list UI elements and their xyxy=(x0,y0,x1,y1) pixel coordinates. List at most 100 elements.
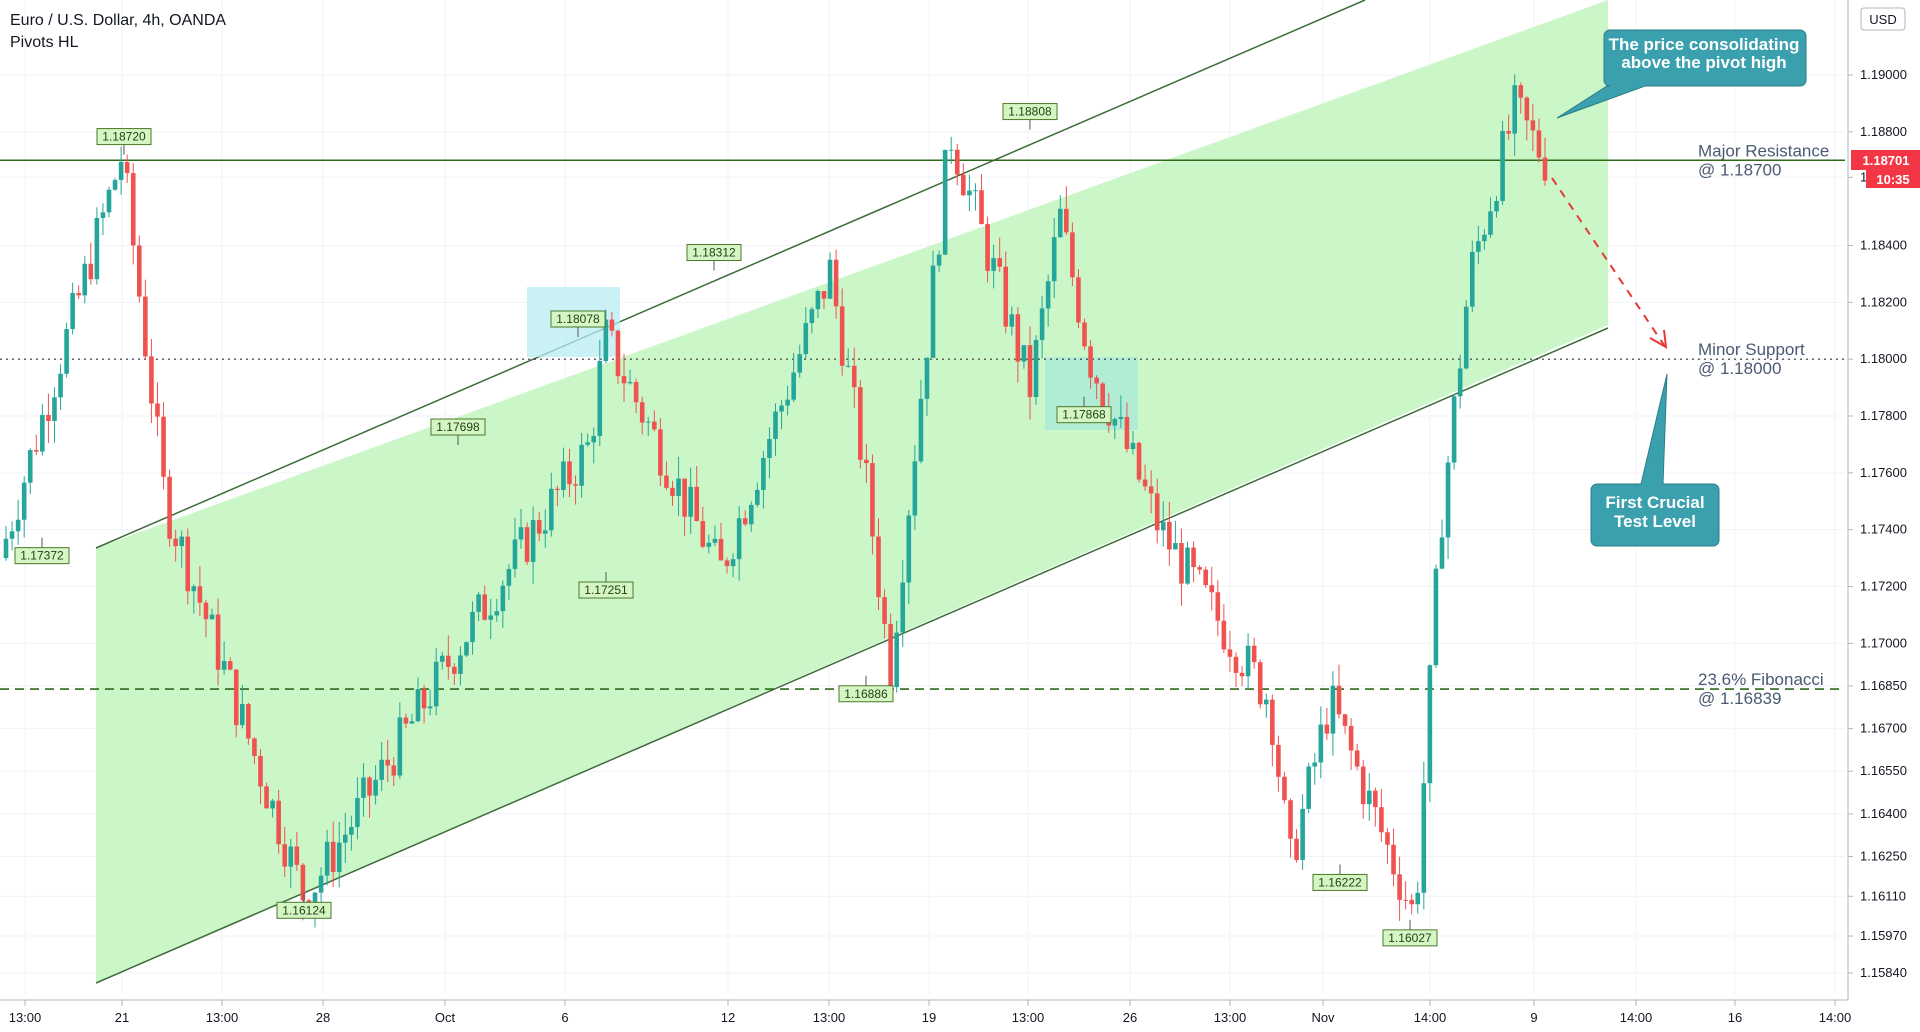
time-tick-label: Nov xyxy=(1311,1010,1335,1025)
currency-box xyxy=(1860,7,1906,31)
candle-body xyxy=(318,875,324,893)
candle-body xyxy=(118,161,124,181)
candle-body xyxy=(1251,645,1257,663)
price-tick-label: 1.18200 xyxy=(1860,294,1907,309)
candle-body xyxy=(1209,585,1215,593)
candle-body xyxy=(567,461,572,485)
candle-body xyxy=(221,661,227,670)
candle-body xyxy=(1142,479,1148,487)
candle-body xyxy=(106,189,112,213)
candle-body xyxy=(1427,665,1433,784)
candle-body xyxy=(476,594,481,612)
candle-body xyxy=(930,265,936,358)
candle-body xyxy=(700,521,706,547)
symbol-title[interactable]: Euro / U.S. Dollar, 4h, OANDA xyxy=(10,12,227,29)
pivot-value: 1.17251 xyxy=(584,583,628,597)
time-tick-label: 28 xyxy=(316,1010,330,1025)
last-price-value: 1.18701 xyxy=(1863,153,1910,168)
price-tick-label: 1.18400 xyxy=(1860,238,1907,253)
candle-body xyxy=(1276,744,1281,777)
time-tick-label: 6 xyxy=(561,1010,568,1025)
pivot-value: 1.16124 xyxy=(282,903,326,917)
candle-body xyxy=(1118,416,1124,420)
candle-body xyxy=(33,450,39,452)
candle-body xyxy=(936,254,942,266)
price-tick-label: 1.17200 xyxy=(1860,579,1907,594)
price-tick-label: 1.19000 xyxy=(1860,67,1907,82)
pivot-box xyxy=(1002,103,1058,121)
pivot-label: 1.17868 xyxy=(1056,406,1112,424)
candle-body xyxy=(458,655,463,674)
candle-body xyxy=(46,414,51,421)
candle-body xyxy=(821,291,827,299)
candle-body xyxy=(385,759,391,766)
candle-body xyxy=(985,224,990,271)
candle-body xyxy=(40,414,45,452)
projection-arrowhead xyxy=(1649,329,1668,349)
level-name-label: Minor Support xyxy=(1698,340,1805,359)
candle-body xyxy=(512,539,518,569)
candle-body xyxy=(864,459,869,464)
candle-body xyxy=(1257,662,1263,705)
time-tick-label: 14:00 xyxy=(1819,1010,1852,1025)
candle-body xyxy=(452,666,457,674)
candle-body xyxy=(518,527,524,540)
candle-body xyxy=(27,450,33,483)
candle-body xyxy=(1282,776,1287,801)
price-axis[interactable]: 1.190001.188001.186401.184001.182001.180… xyxy=(1847,0,1920,1000)
candle-body xyxy=(258,755,263,787)
price-tick-label: 1.17000 xyxy=(1860,635,1907,650)
candle-body xyxy=(973,190,978,192)
callout-line: above the pivot high xyxy=(1621,53,1786,72)
pivot-box xyxy=(1056,406,1112,424)
candle-body xyxy=(1076,277,1081,323)
candle-body xyxy=(15,519,21,532)
price-tick-label: 1.17800 xyxy=(1860,408,1907,423)
projection-arrow xyxy=(1551,177,1665,346)
candle-body xyxy=(1518,85,1524,98)
candle-body xyxy=(1009,314,1015,327)
candle-body xyxy=(555,488,560,490)
price-tick-label: 1.17600 xyxy=(1860,465,1907,480)
pivot-value: 1.16027 xyxy=(1388,931,1432,945)
candle-body xyxy=(615,330,621,377)
last-price-tag xyxy=(1851,149,1920,170)
candle-body xyxy=(1185,547,1190,584)
time-axis[interactable]: 13:00 21 13:00 28 Oct 6 12 13:00 19 13:00 26 13:00 N… xyxy=(0,999,1852,1025)
price-tick-label: 1.16110 xyxy=(1860,888,1906,903)
candle-body xyxy=(415,689,421,722)
candle-body xyxy=(645,421,651,423)
pivot-box xyxy=(578,581,634,599)
pivot-box xyxy=(550,310,606,328)
channel-upper-line xyxy=(95,0,1366,549)
time-tick-label: 14:00 xyxy=(1414,1010,1447,1025)
pivot-label: 1.16027 xyxy=(1382,929,1438,947)
candle-body xyxy=(1373,790,1378,808)
candle-body xyxy=(633,382,639,403)
candle-body xyxy=(591,435,597,443)
time-tick-label: 13:00 xyxy=(206,1010,239,1025)
candle-body xyxy=(1112,419,1118,426)
candle-body xyxy=(1421,783,1427,893)
price-tick-label: 1.16400 xyxy=(1860,806,1907,821)
countdown-tag xyxy=(1866,169,1920,188)
candle-body xyxy=(94,217,100,280)
indicator-name[interactable]: Pivots HL xyxy=(10,34,79,51)
price-tick-label: 1.15840 xyxy=(1860,965,1907,980)
candle-body xyxy=(64,329,69,374)
candle-body xyxy=(1457,368,1463,397)
pivot-label: 1.16124 xyxy=(276,901,332,919)
candle-body xyxy=(1263,699,1269,705)
candle-body xyxy=(1469,251,1475,307)
candle-body xyxy=(1160,521,1166,531)
price-tick-label: 1.16250 xyxy=(1860,848,1907,863)
candle-body xyxy=(300,864,306,901)
candle-body xyxy=(112,180,118,190)
candle-body xyxy=(761,457,766,490)
candle-body xyxy=(542,530,548,534)
pivot-box xyxy=(1382,929,1438,947)
candle-body xyxy=(524,527,530,562)
callout-bubble xyxy=(1590,373,1720,547)
